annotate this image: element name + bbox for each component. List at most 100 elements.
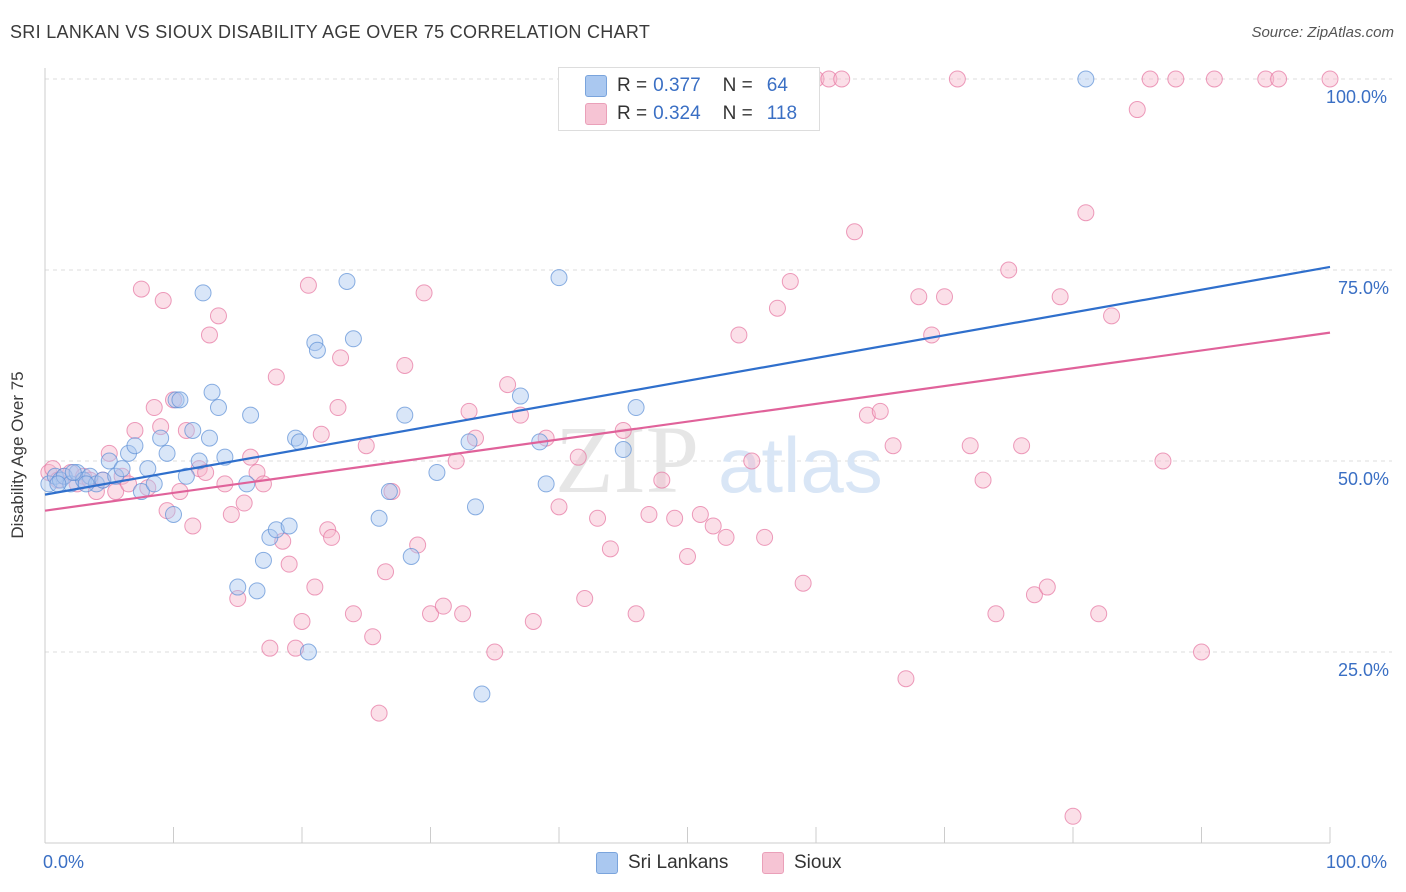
legend-label-sioux: Sioux (794, 852, 842, 873)
correlation-legend: R = 0.377 N = 64 R = 0.324 N = 118 (558, 67, 820, 131)
data-point (64, 463, 82, 481)
data-point (248, 582, 266, 600)
data-point (961, 437, 979, 455)
y-tick-75: 75.0% (1338, 278, 1390, 298)
data-point (460, 433, 478, 451)
chart-title: SRI LANKAN VS SIOUX DISABILITY AGE OVER … (10, 22, 651, 42)
data-point (486, 643, 504, 661)
legend-label-sri-lankans: Sri Lankans (628, 852, 729, 873)
data-point (254, 475, 272, 493)
watermark: ZIP atlas (555, 406, 883, 513)
data-point (601, 540, 619, 558)
data-point (323, 528, 341, 546)
data-point (299, 643, 317, 661)
legend-item-sioux: Sioux (762, 852, 842, 874)
data-point (833, 70, 851, 88)
data-point (222, 505, 240, 523)
data-point (200, 429, 218, 447)
data-point (402, 548, 420, 565)
x-tick-min: 0.0% (43, 852, 85, 872)
data-point (473, 685, 491, 703)
data-point (1013, 437, 1031, 455)
data-point (1167, 70, 1185, 88)
data-point (1038, 578, 1056, 596)
data-point (132, 483, 150, 501)
data-point (948, 70, 966, 88)
data-point (49, 475, 67, 493)
data-point (466, 498, 484, 516)
data-point (332, 349, 350, 367)
data-point (499, 376, 517, 394)
data-point (1077, 70, 1095, 88)
data-point (743, 452, 761, 470)
data-point (158, 444, 176, 462)
data-point (100, 452, 118, 470)
y-tick-50: 50.0% (1338, 469, 1390, 489)
data-point (910, 288, 928, 306)
data-point (171, 391, 189, 409)
y-tick-100: 100.0% (1326, 87, 1388, 107)
legend-n-label: N = (722, 75, 753, 96)
legend-n-value: 118 (766, 103, 798, 124)
data-point (344, 605, 362, 623)
data-point (717, 528, 735, 546)
data-point (377, 563, 395, 581)
data-point (357, 437, 375, 455)
data-point (434, 597, 452, 615)
data-point (107, 483, 125, 501)
axes (44, 68, 1331, 844)
legend-n-value: 64 (766, 75, 788, 96)
data-point (319, 521, 337, 539)
data-point (145, 475, 163, 493)
series-legend: Sri Lankans Sioux (0, 852, 1406, 878)
y-axis-label: Disability Age Over 75 (8, 371, 27, 539)
data-point (454, 605, 472, 623)
data-point (293, 612, 311, 630)
data-point (1154, 452, 1172, 470)
legend-r-value: 0.377 (653, 75, 701, 96)
data-point (132, 280, 150, 298)
legend-swatch-sri-lankans (596, 852, 618, 874)
data-point (1257, 70, 1275, 88)
data-point (177, 421, 195, 439)
data-point (380, 483, 398, 501)
sri-lankans-points (40, 70, 1095, 703)
data-point (1205, 70, 1223, 88)
data-point (871, 402, 889, 420)
data-point (209, 307, 227, 325)
data-point (154, 292, 172, 310)
data-point (923, 326, 941, 344)
data-point (113, 460, 131, 478)
data-point (329, 399, 347, 417)
legend-row-sioux: R = 0.324 N = 118 (585, 100, 798, 128)
data-point (569, 448, 587, 466)
data-point (1051, 288, 1069, 306)
watermark-atlas: atlas (718, 421, 883, 509)
source-label: Source: ZipAtlas.com (1251, 24, 1394, 41)
data-point (280, 555, 298, 573)
data-point (184, 517, 202, 535)
data-point (184, 421, 202, 439)
data-point (139, 460, 157, 478)
grid-lines (45, 78, 1392, 653)
data-point (537, 475, 555, 493)
data-point (370, 509, 388, 527)
data-point (1064, 807, 1082, 825)
data-point (287, 639, 305, 657)
trend-line (44, 265, 1331, 496)
data-point (344, 330, 362, 348)
data-point (364, 628, 382, 646)
data-point (428, 463, 446, 481)
data-point (167, 391, 185, 409)
data-point (165, 505, 182, 523)
data-point (1128, 101, 1146, 119)
data-point (1077, 204, 1095, 222)
data-point (1090, 605, 1108, 623)
data-point (1025, 586, 1043, 604)
data-point (267, 368, 285, 386)
data-point (312, 425, 330, 443)
data-point (1103, 307, 1121, 325)
x-tick-max: 100.0% (1326, 852, 1388, 872)
legend-r-label: R = (617, 103, 648, 124)
data-point (884, 437, 902, 455)
